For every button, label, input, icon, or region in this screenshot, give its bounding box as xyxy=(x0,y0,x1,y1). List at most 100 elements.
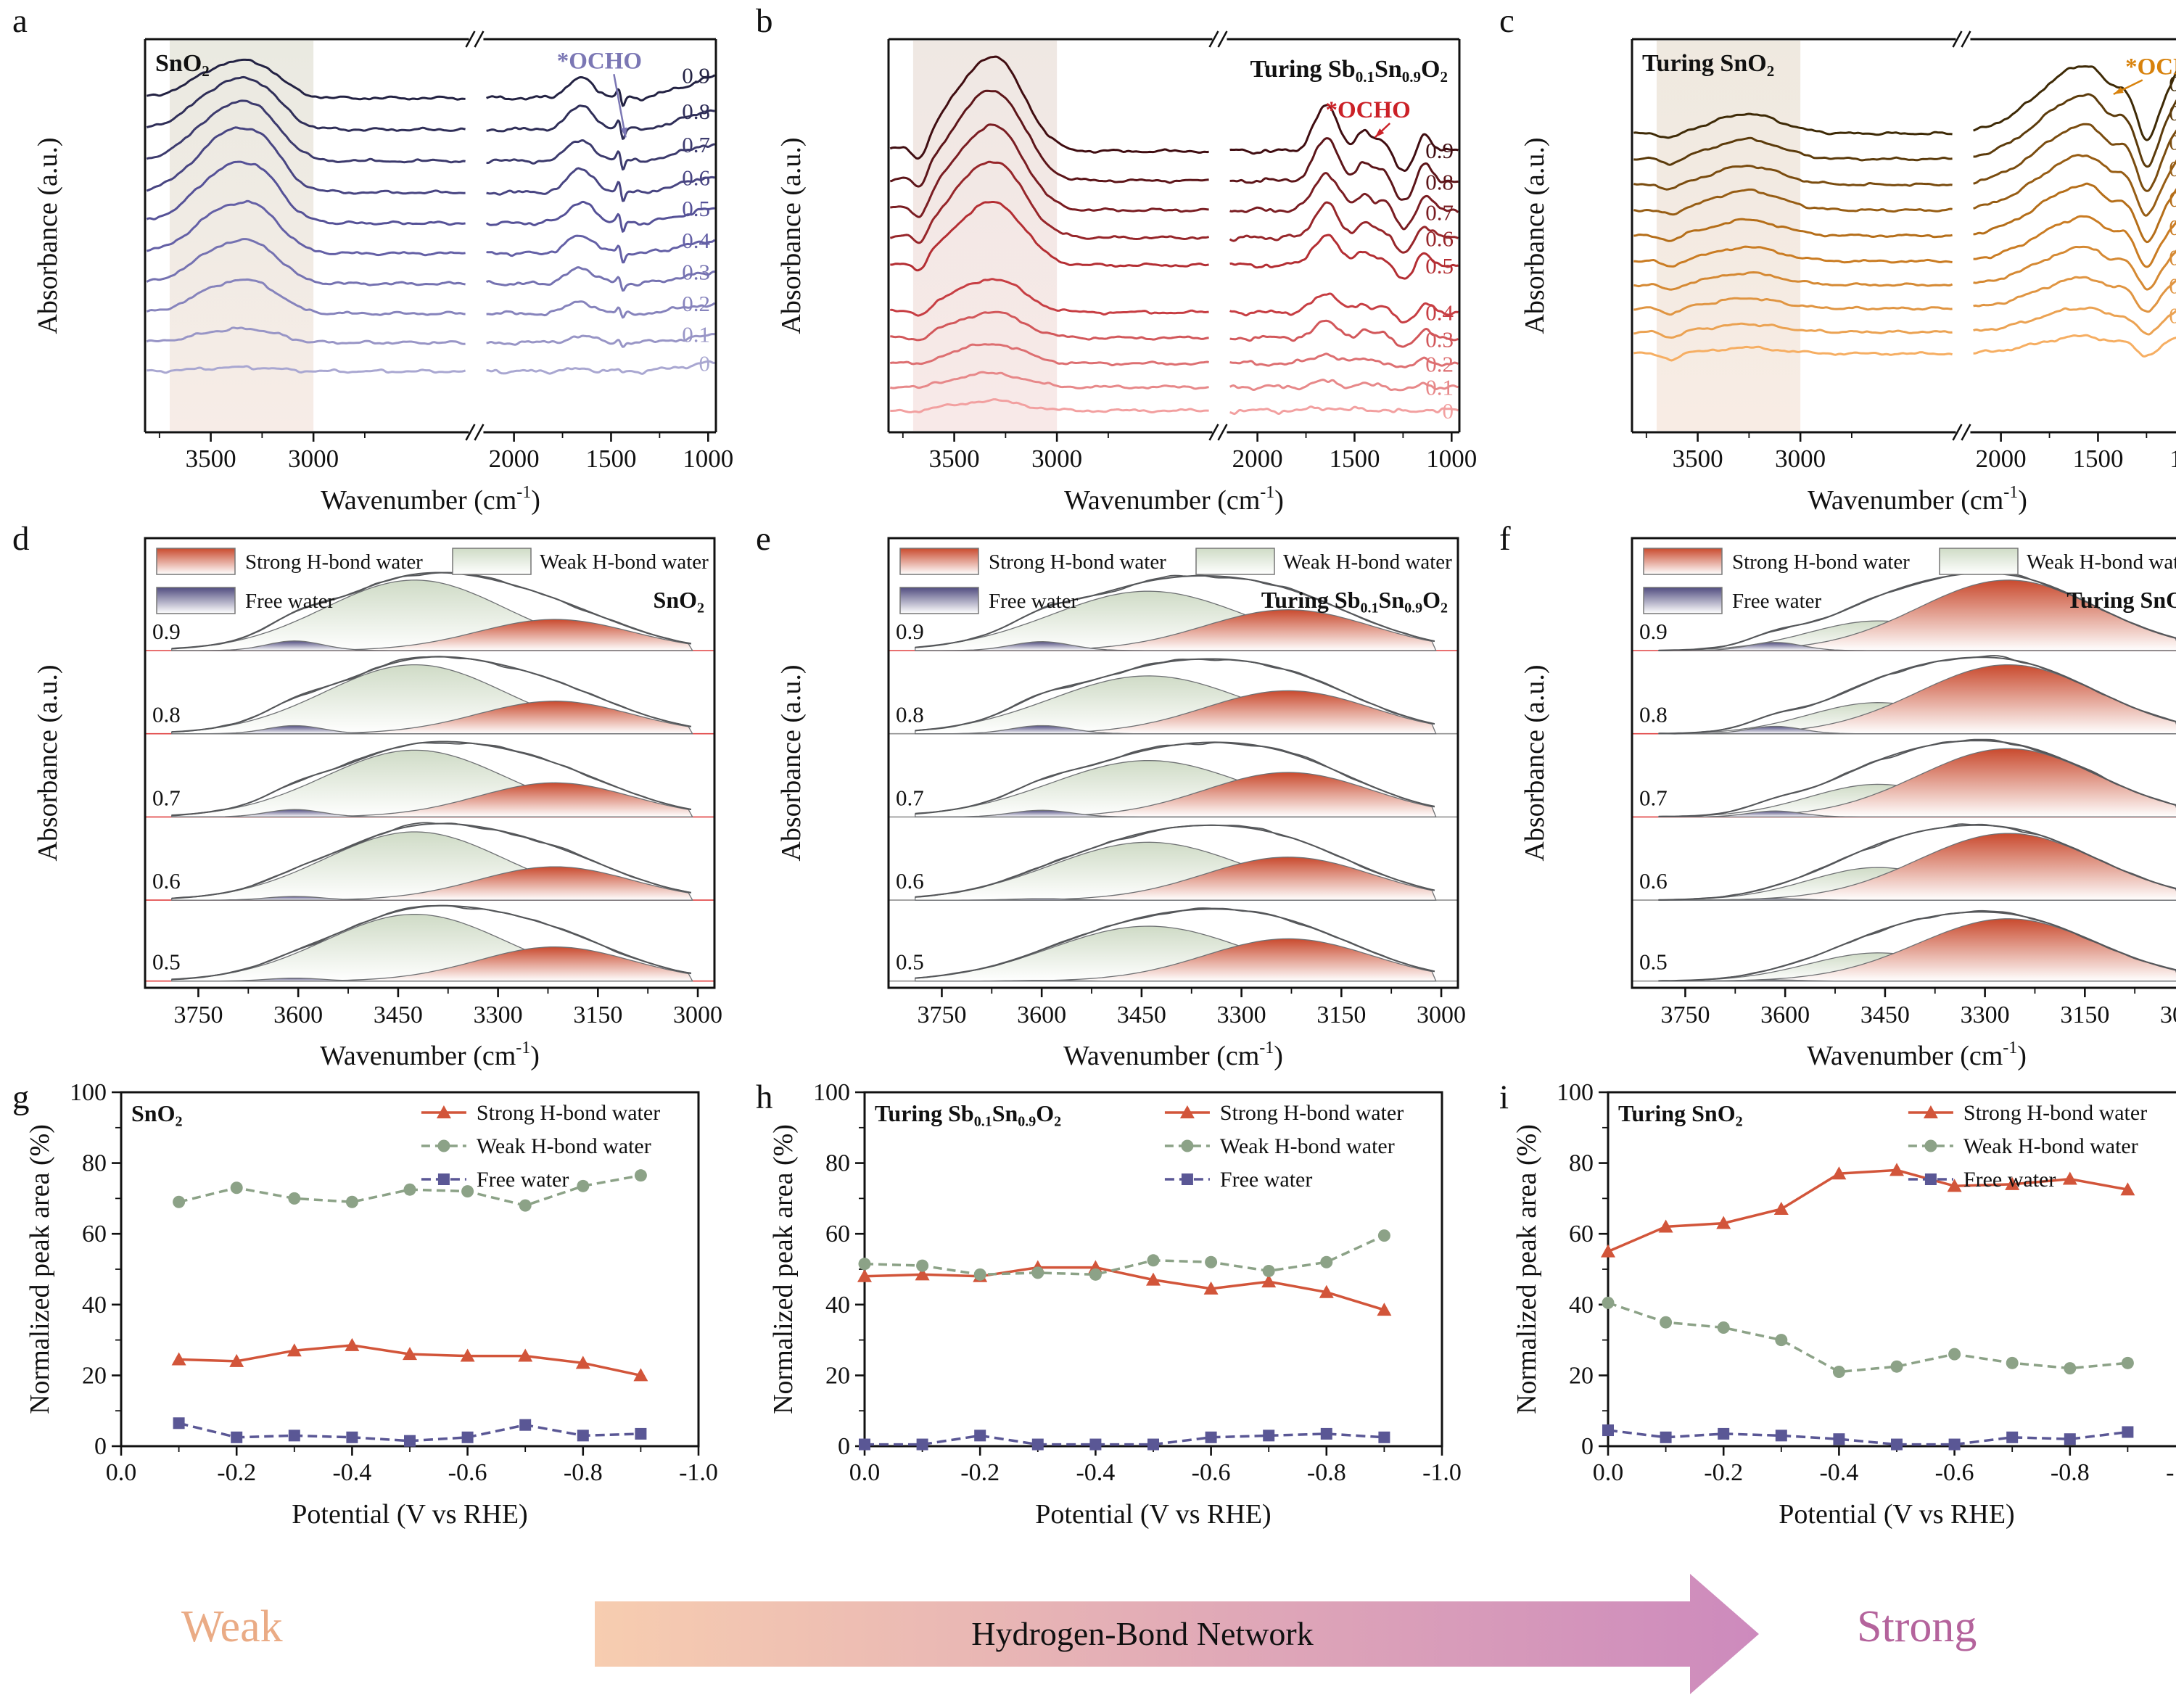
ocho-annotation: *OCHO xyxy=(557,48,642,74)
row-label-0.7: 0.7 xyxy=(896,785,924,810)
marker-square xyxy=(1948,1438,1961,1451)
x-tick: 3600 xyxy=(1760,1002,1810,1028)
curve-label-0.1: 0.1 xyxy=(2169,303,2176,329)
curve-label-0.7: 0.7 xyxy=(1425,200,1454,226)
curve-label-0.8: 0.8 xyxy=(1425,169,1454,194)
curve-label-0.4: 0.4 xyxy=(2169,215,2176,240)
highlight-band xyxy=(169,41,314,431)
free-water-peak-0.7 xyxy=(171,809,693,818)
x-tick: 3150 xyxy=(573,1002,622,1028)
marker-circle xyxy=(1031,1266,1044,1279)
sample-title: Turing Sb0.1Sn0.9O2 xyxy=(875,1100,1061,1129)
curve-label-0.1: 0.1 xyxy=(682,322,710,347)
x-axis-title: Wavenumber (cm-1) xyxy=(1063,1039,1283,1071)
marker-circle xyxy=(437,1139,450,1152)
spectrum-curve-0.1 xyxy=(146,326,715,348)
arrow-center-label: Hydrogen-Bond Network xyxy=(971,1615,1313,1652)
panel-d: d 0.9 0.8 0.7 0.6 0.5 3750 3600 3450 3300 3150 300… xyxy=(11,520,733,1075)
marker-triangle xyxy=(1179,1105,1195,1118)
curve-label-0.6: 0.6 xyxy=(2169,156,2176,181)
marker-circle xyxy=(1602,1296,1615,1309)
legend-swatch xyxy=(899,548,979,575)
marker-circle xyxy=(1320,1255,1333,1268)
x-tick: 0.0 xyxy=(849,1459,881,1486)
marker-circle xyxy=(1377,1229,1390,1242)
marker-circle xyxy=(1147,1254,1160,1267)
free-water-peak-0.9 xyxy=(915,641,1436,651)
marker-square xyxy=(1775,1429,1787,1442)
marker-circle xyxy=(2006,1356,2019,1369)
row-label-0.6: 0.6 xyxy=(1639,868,1668,894)
x-tick: 1000 xyxy=(683,445,733,473)
legend-item: Strong H-bond water xyxy=(1963,1101,2147,1125)
row-label-0.9: 0.9 xyxy=(896,619,924,644)
spectrum-curve-0.6 xyxy=(889,160,1459,254)
marker-square xyxy=(1378,1431,1390,1443)
y-tick: 100 xyxy=(70,1082,107,1106)
ocho-annotation: *OCHO xyxy=(2125,54,2176,80)
panel-a: a 0.9 0.8 0.7 0.6 0.5 0.4 0.3 0.2 0.1 0 3500 3000 20… xyxy=(11,2,733,517)
x-tick: -0.4 xyxy=(332,1459,371,1486)
marker-square xyxy=(1089,1438,1102,1451)
free-water-peak-0.8 xyxy=(1658,725,2176,735)
panel-letter-i: i xyxy=(1499,1078,1509,1116)
curve-label-0: 0 xyxy=(1443,398,1454,424)
sample-title: Turing SnO2 xyxy=(2066,587,2176,616)
observed-curve-0.5 xyxy=(171,904,692,981)
y-tick: 40 xyxy=(1569,1292,1594,1319)
y-tick: 0 xyxy=(1581,1433,1594,1460)
curve-label-0.6: 0.6 xyxy=(1425,226,1454,251)
x-tick: -0.2 xyxy=(217,1459,256,1486)
free-water-peak-0.5 xyxy=(171,977,693,982)
marker-circle xyxy=(173,1195,186,1208)
spectrum-curve-0.7 xyxy=(889,123,1459,231)
x-tick: 1000 xyxy=(2169,445,2176,473)
marker-triangle xyxy=(1773,1202,1789,1216)
y-tick: 20 xyxy=(82,1362,107,1389)
y-axis-title: Normalized peak area (%) xyxy=(25,1124,55,1414)
marker-circle xyxy=(1660,1316,1673,1329)
y-axis-title: Absorbance (a.u.) xyxy=(776,137,807,334)
marker-circle xyxy=(916,1259,929,1272)
x-axis-title: Wavenumber (cm-1) xyxy=(1807,1039,2027,1071)
series-line-triangle xyxy=(864,1266,1385,1311)
spectrum-curve-0.8 xyxy=(146,75,715,140)
spectra-curves xyxy=(889,55,1459,416)
marker-square xyxy=(1147,1438,1159,1451)
marker-square xyxy=(916,1438,928,1451)
marker-circle xyxy=(1775,1334,1788,1347)
x-tick: -1.0 xyxy=(2166,1459,2176,1486)
x-tick: 3150 xyxy=(1316,1002,1366,1028)
x-tick: 1000 xyxy=(1426,445,1476,473)
sample-title: SnO2 xyxy=(654,587,704,616)
curve-label-0.9: 0.9 xyxy=(1425,138,1454,163)
panel-letter-f: f xyxy=(1499,520,1511,558)
x-axis-title: Potential (V vs RHE) xyxy=(1035,1499,1271,1530)
plot-border xyxy=(887,537,1459,989)
x-axis-title: Wavenumber (cm-1) xyxy=(1064,483,1284,516)
curve-label-0.3: 0.3 xyxy=(1425,327,1454,352)
x-tick: -1.0 xyxy=(1422,1459,1462,1486)
weak-label: Weak xyxy=(181,1602,283,1651)
legend-item: Strong H-bond water xyxy=(477,1101,660,1125)
observed-curve-0.9 xyxy=(1658,572,2176,651)
marker-triangle xyxy=(2120,1182,2135,1196)
marker-circle xyxy=(403,1183,416,1196)
chart-ftir-turing-sbsno2: 0.9 0.8 0.70.60.5 0.40.30.20.10 3500 3000 2000… xyxy=(776,30,1476,516)
curve-label-0.7: 0.7 xyxy=(2169,130,2176,155)
strong-hbond-peak-0.7 xyxy=(1658,748,2176,818)
marker-circle xyxy=(858,1258,871,1271)
y-axis-title: Absorbance (a.u.) xyxy=(33,664,63,861)
free-water-peak-0.9 xyxy=(1658,642,2176,651)
marker-square xyxy=(1031,1438,1044,1451)
x-axis-title: Wavenumber (cm-1) xyxy=(1808,483,2027,516)
spectrum-curve-0 xyxy=(147,360,715,375)
row-label-0.8: 0.8 xyxy=(896,702,924,727)
x-tick: -0.2 xyxy=(1704,1459,1743,1486)
x-tick: 3450 xyxy=(1860,1002,1910,1028)
marker-square xyxy=(1924,1173,1937,1185)
marker-circle xyxy=(1181,1139,1194,1152)
ocho-annotation: *OCHO xyxy=(1326,97,1411,123)
marker-triangle xyxy=(1146,1272,1161,1286)
chart-decon-turing-sno2: 0.9 0.8 0.7 0.6 0.5 3750 3600 3450 3300 3150 3000 W… xyxy=(1520,537,2176,1071)
